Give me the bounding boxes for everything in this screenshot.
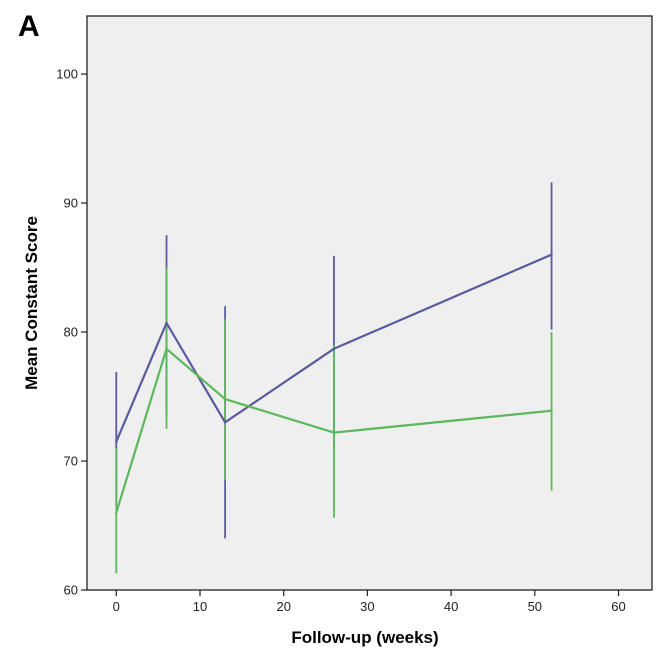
- x-tick-label: 30: [360, 599, 374, 614]
- x-tick-label: 60: [611, 599, 625, 614]
- plot-area: [86, 15, 653, 591]
- y-tick-label: 90: [64, 196, 78, 211]
- y-tick-label: 60: [64, 583, 78, 598]
- series-lines-layer: [115, 253, 553, 514]
- axis-layer: 60 70 80 90 100 0 10 20 30 40 50 60: [56, 67, 625, 614]
- x-axis-title: Follow-up (weeks): [291, 628, 438, 647]
- data-point: [115, 511, 118, 514]
- data-point: [332, 347, 336, 350]
- y-tick-label: 80: [64, 325, 78, 340]
- data-point: [223, 397, 227, 401]
- y-axis-title: Mean Constant Score: [22, 216, 41, 390]
- x-tick-label: 40: [444, 599, 458, 614]
- data-point: [165, 321, 168, 325]
- y-tick-label: 100: [56, 67, 78, 82]
- data-point: [115, 440, 118, 443]
- data-point: [223, 421, 227, 424]
- data-point: [550, 253, 553, 256]
- x-tick-label: 10: [193, 599, 207, 614]
- x-tick-label: 50: [528, 599, 542, 614]
- y-tick-label: 70: [64, 454, 78, 469]
- x-tick-label: 20: [276, 599, 290, 614]
- data-point: [550, 409, 553, 412]
- data-point: [332, 431, 336, 434]
- data-point: [165, 347, 168, 350]
- panel-label: A: [18, 10, 40, 43]
- x-tick-label: 0: [113, 599, 120, 614]
